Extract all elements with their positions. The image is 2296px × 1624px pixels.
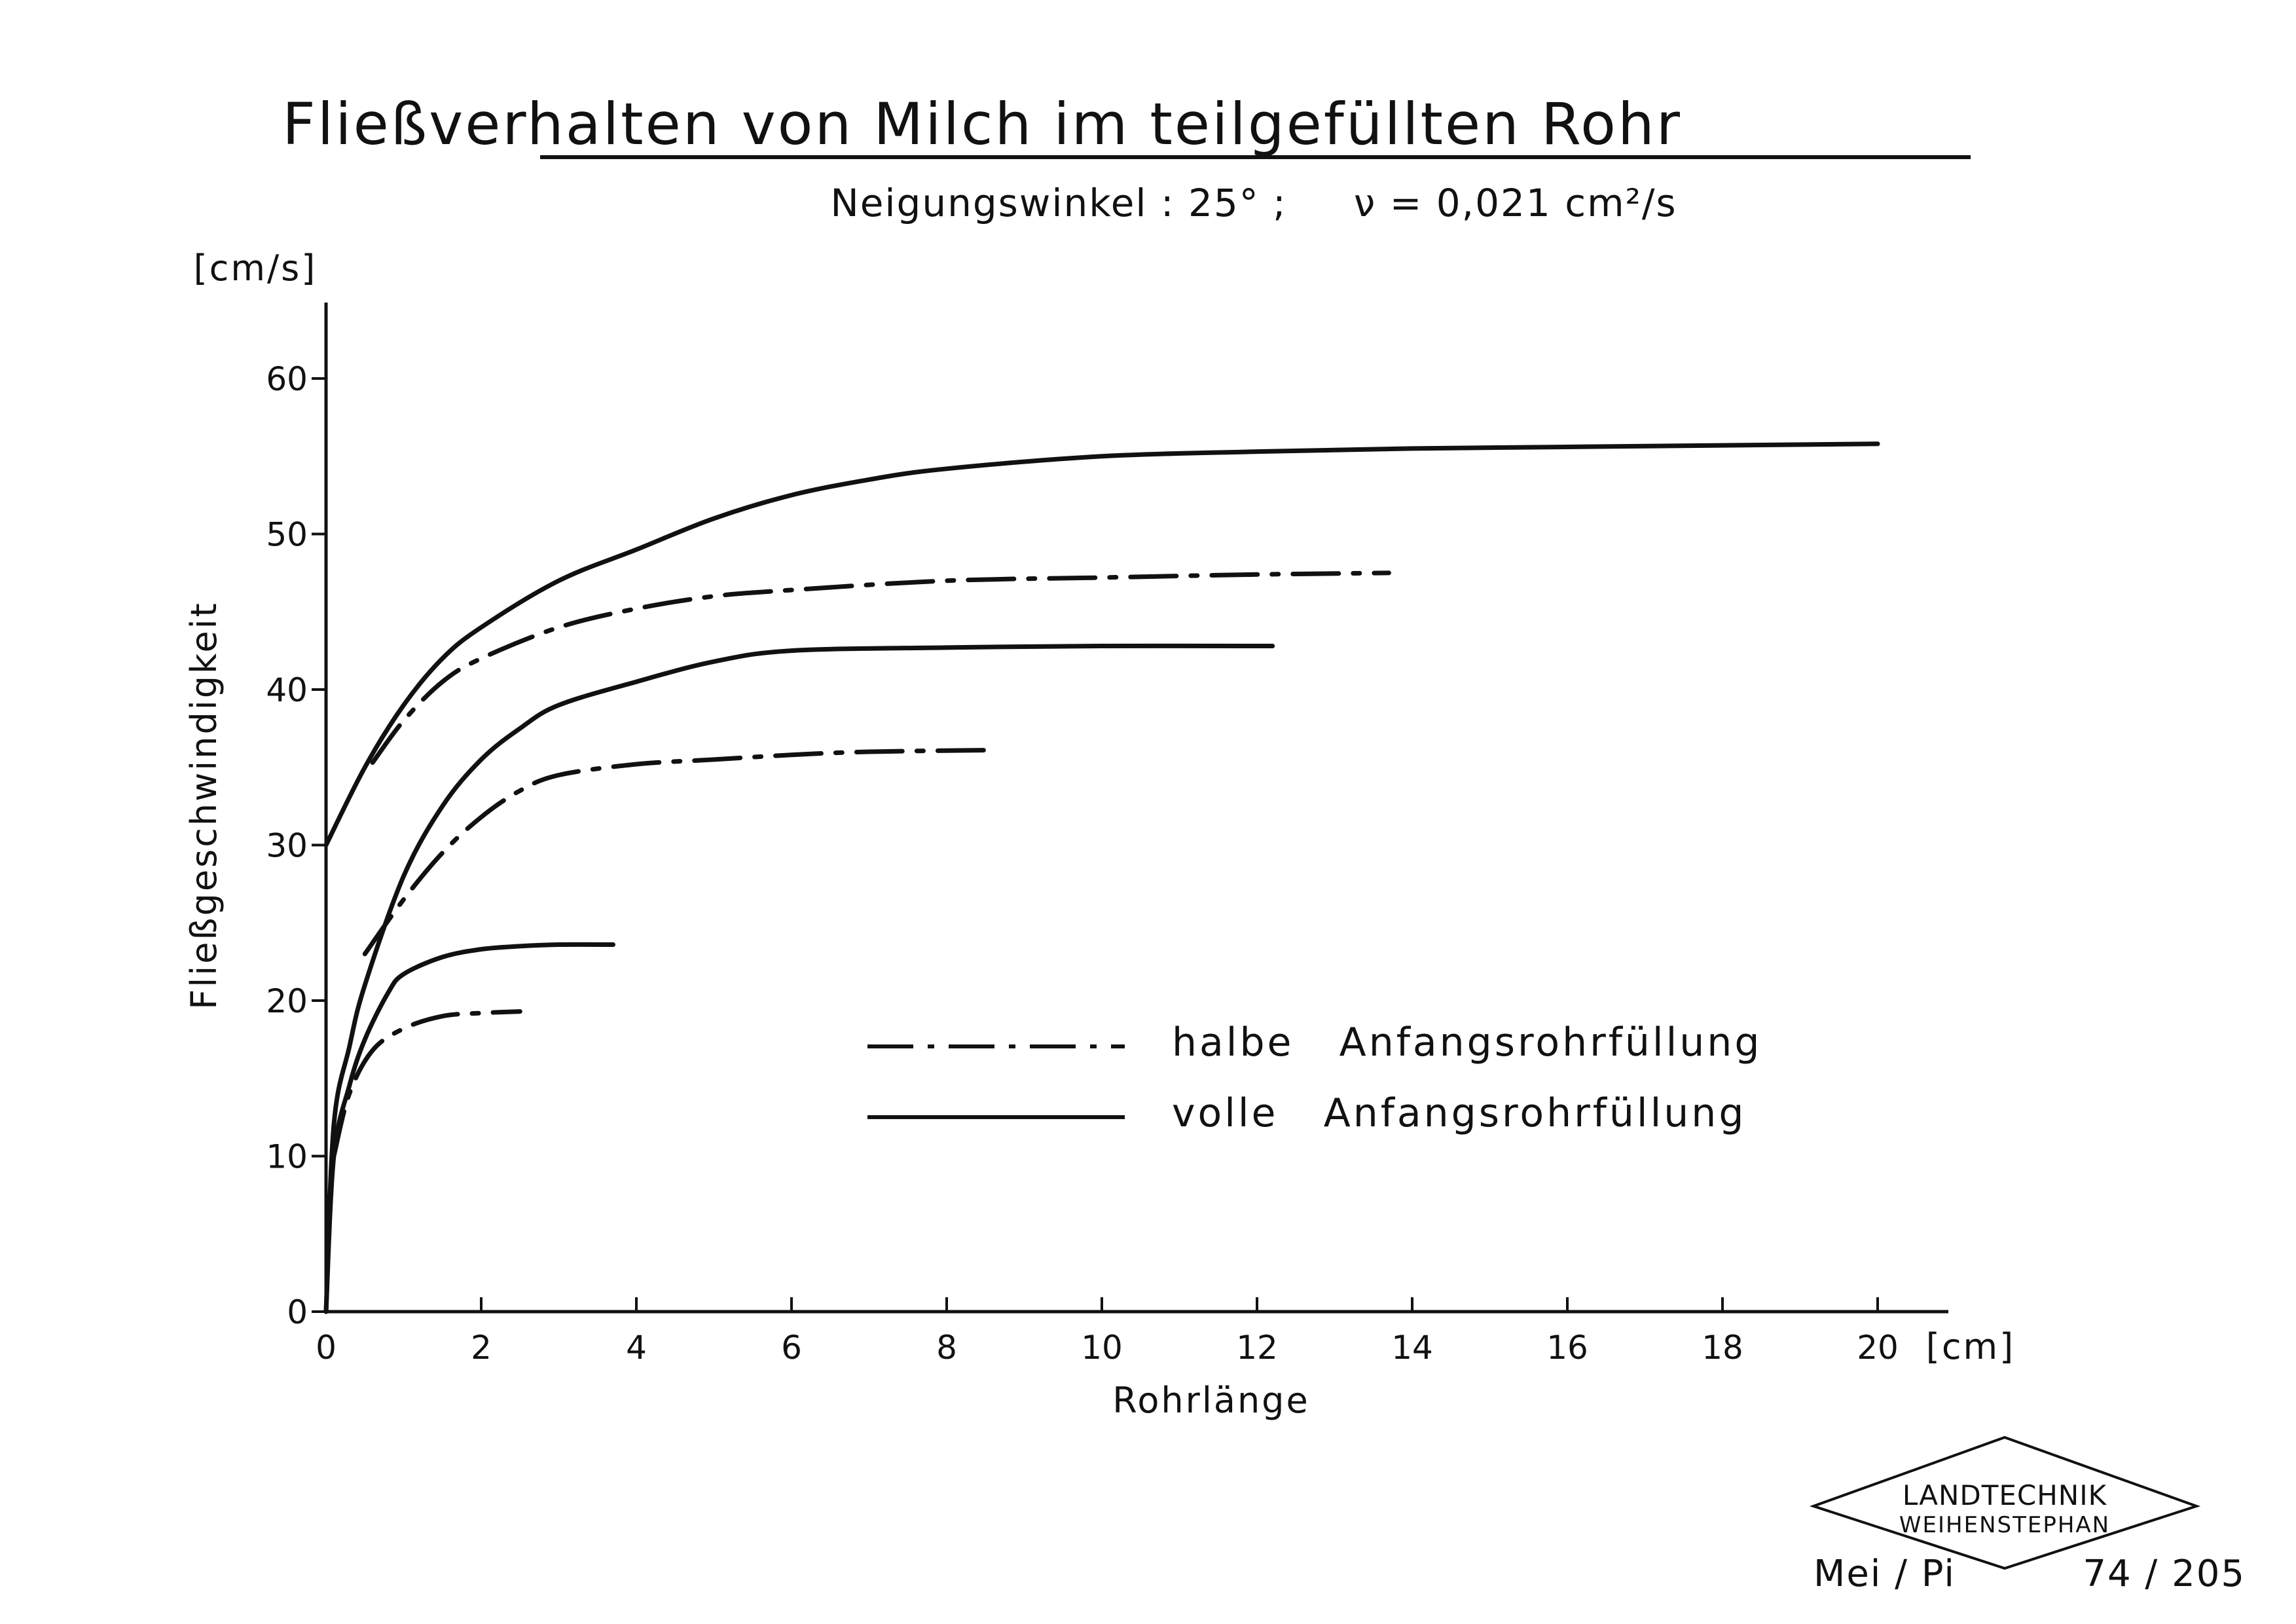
logo-line1: LANDTECHNIK [1903, 1479, 2107, 1511]
y-tick-label: 20 [266, 982, 308, 1020]
y-axis-label: Fließgeschwindigkeit [183, 601, 225, 1010]
y-tick-label: 50 [266, 516, 308, 554]
author-code: Mei / Pi [1813, 1553, 1956, 1595]
series-line-dashdot-3 [362, 748, 988, 957]
legend-label-solid: volle Anfangsrohrfüllung [1172, 1090, 1746, 1136]
series-line-dashdot-1 [370, 570, 1391, 766]
x-tick-label: 12 [1236, 1329, 1278, 1367]
series-group [323, 441, 1880, 1314]
x-tick-label: 2 [471, 1329, 492, 1367]
footer: LANDTECHNIK WEIHENSTEPHAN Mei / Pi 74 / … [1809, 1435, 2246, 1595]
x-tick-label: 6 [781, 1329, 802, 1367]
x-tick-label: 20 [1857, 1329, 1899, 1367]
y-tick-label: 10 [266, 1138, 308, 1176]
legend: halbe Anfangsrohrfüllung volle Anfangsro… [867, 1020, 1762, 1136]
document-number: 74 / 205 [2083, 1553, 2246, 1595]
series-line-solid-4 [323, 942, 615, 1314]
y-tick-label: 40 [266, 671, 308, 709]
series-line-dashdot-5 [331, 1009, 522, 1158]
x-axis-unit: [cm] [1926, 1326, 2015, 1367]
y-tick-label: 30 [266, 827, 308, 865]
y-tick-label: 0 [287, 1293, 308, 1331]
logo-diamond [1809, 1435, 2201, 1570]
x-tick-label: 4 [626, 1329, 647, 1367]
y-axis-unit: [cm/s] [194, 248, 318, 289]
x-tick-label: 14 [1391, 1329, 1433, 1367]
series-line-solid-0 [323, 441, 1880, 847]
y-tick-label: 60 [266, 360, 308, 398]
logo-line2: WEIHENSTEPHAN [1899, 1512, 2110, 1538]
x-tick-label: 18 [1702, 1329, 1743, 1367]
series-line-solid-2 [323, 643, 1275, 1314]
x-tick-label: 0 [316, 1329, 337, 1367]
axes: 0 2 4 6 8 10 12 14 16 18 20 0 10 20 30 40 50 60 [cm/s] [… [183, 248, 2015, 1421]
x-tick-label: 8 [936, 1329, 957, 1367]
x-tick-label: 16 [1546, 1329, 1588, 1367]
chart-subtitle: Neigungswinkel : 25° ; ν = 0,021 cm²/s [830, 181, 1677, 225]
chart-title: Fließverhalten von Milch im teilgefüllte… [282, 90, 1682, 158]
x-tick-label: 10 [1081, 1329, 1123, 1367]
legend-label-dashdot: halbe Anfangsrohrfüllung [1172, 1020, 1762, 1065]
x-axis-label: Rohrlänge [1112, 1380, 1309, 1421]
